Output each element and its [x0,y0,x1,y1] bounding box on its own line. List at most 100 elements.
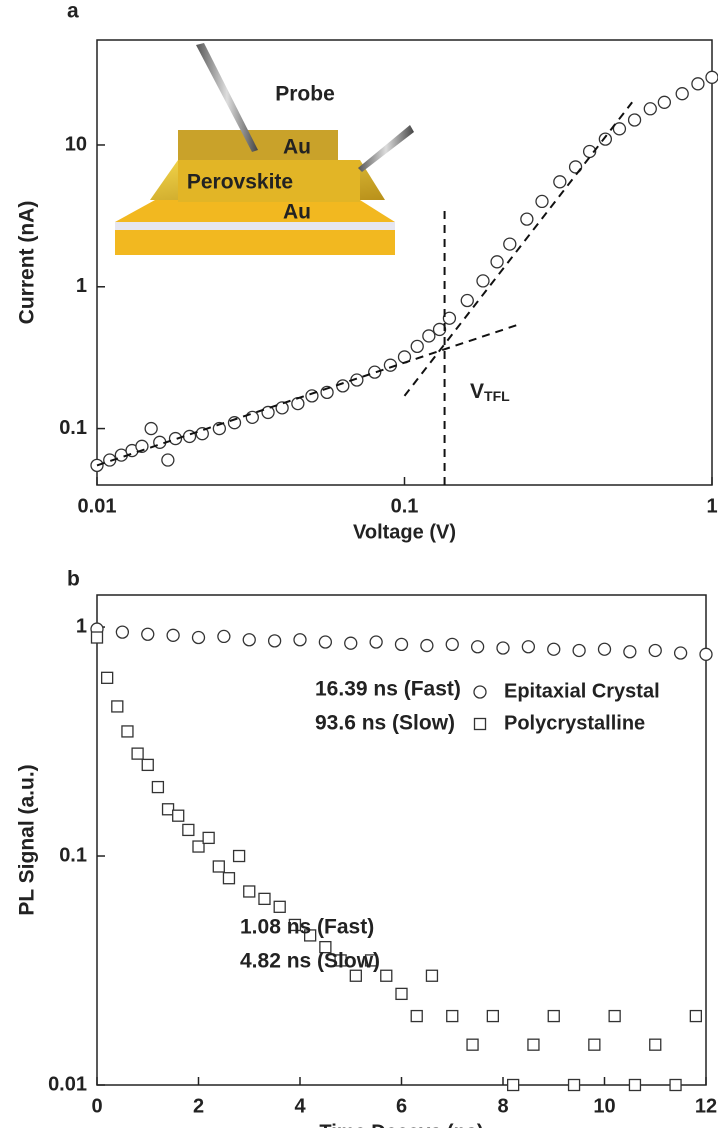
data-point [425,969,439,982]
y-tick-label: 0.01 [48,1073,87,1095]
data-point [490,255,504,269]
data-point [291,396,305,411]
data-point [273,900,286,913]
data-point [410,339,424,354]
data-point [598,132,613,146]
data-point [141,627,155,641]
data-point [535,194,549,209]
data-point [267,634,282,648]
data-point [608,1009,621,1023]
data-point [628,1078,642,1092]
data-point [212,421,227,436]
data-point [222,872,236,885]
legend-label: Epitaxial Crystal [504,680,660,702]
annotation: 93.6 ns (Slow) [315,712,455,735]
annotation: 4.82 ns (Slow) [240,950,380,973]
x-tick-label: 0 [91,1095,102,1117]
data-point [349,969,362,982]
data-point [101,671,114,684]
data-point [172,809,185,822]
data-point [422,329,436,343]
plot-frame [96,39,713,486]
data-point [334,954,347,967]
y-tick-label: 0.1 [59,844,87,866]
annotation: 16.39 ns (Fast) [315,678,461,701]
data-point [460,293,474,308]
data-point [547,1009,560,1023]
legend-label: Polycrystalline [504,712,645,734]
data-point [232,849,246,863]
data-point [627,113,642,127]
data-point [344,636,358,650]
data-point [191,630,206,645]
data-point [547,642,561,656]
annotation-subscript: TFL [484,388,510,404]
y-tick-label: 1 [76,615,87,637]
data-point [182,823,195,837]
panel-label: b [67,568,80,591]
data-point [521,640,536,654]
x-axis-title: Time Decays (ns) [319,1121,483,1128]
annotation-text: V [470,380,484,403]
data-point [657,95,672,109]
data-point [151,780,165,794]
y-axis-title: PL Signal (a.u.) [16,764,39,915]
data-point [503,237,517,251]
data-point [166,628,180,642]
data-point [394,637,409,652]
data-point [336,379,350,393]
data-point [623,645,637,659]
x-tick-label: 2 [193,1095,204,1117]
data-point [90,631,104,644]
data-point [486,1009,500,1023]
data-point [705,70,718,84]
data-point [242,633,256,647]
x-tick-label: 6 [396,1095,407,1117]
x-tick-label: 8 [497,1095,508,1117]
inset: Probe Au Perovskite Au [115,43,414,255]
data-point [395,987,408,1001]
y-tick-label: 10 [65,133,87,155]
data-point [115,625,130,639]
data-point [643,102,657,116]
data-point [466,1038,479,1051]
data-point [318,635,333,649]
data-point [612,122,627,136]
top-electrode [178,130,338,160]
data-point [675,87,689,101]
data-point [261,405,275,420]
annotation: 1.08 ns (Fast) [240,916,374,939]
data-point [303,929,317,942]
data-point [673,646,688,660]
inset-label: Probe [275,83,335,106]
guide-line [403,101,633,397]
y-tick-label: 1 [76,275,87,297]
data-point [319,940,332,954]
data-point [141,758,154,772]
data-point [364,954,378,967]
perovskite [178,160,360,202]
data-point [217,629,231,644]
data-point [161,803,175,816]
data-point [192,840,205,853]
data-point [588,1038,601,1051]
substrate-layer [115,222,395,230]
data-point [275,401,289,415]
data-point [470,640,485,654]
data-point [368,365,382,379]
data-point [111,700,124,713]
data-point [258,892,271,906]
data-point [135,439,149,453]
data-point [567,1078,581,1092]
data-point [572,643,586,658]
data-point [689,1009,702,1023]
legend-marker [473,685,487,699]
data-point [245,410,259,424]
data-point [168,431,183,446]
inset-label: Perovskite [187,171,293,194]
data-point [121,725,134,738]
data-point [527,1038,540,1051]
data-point [445,637,459,652]
data-point [442,311,457,325]
